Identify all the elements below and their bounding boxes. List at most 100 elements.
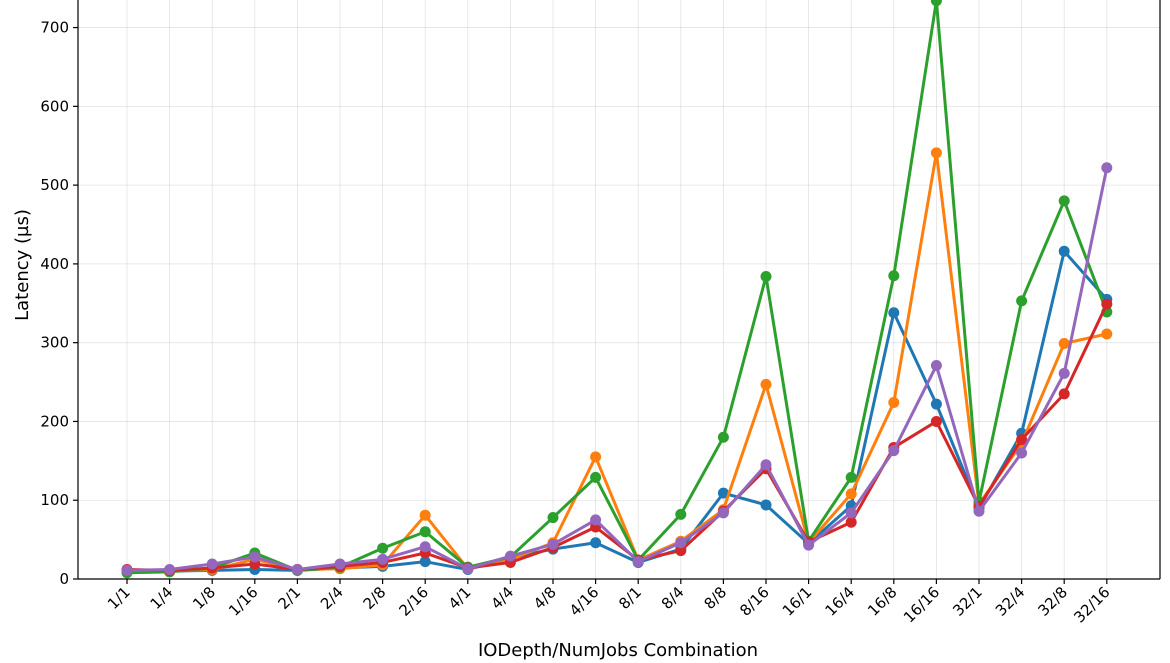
- y-tick-label: 600: [40, 97, 69, 115]
- data-point: [760, 499, 772, 511]
- data-point: [675, 508, 687, 520]
- x-tick-label: 1/16: [225, 583, 262, 620]
- series-layer: [121, 0, 1113, 579]
- x-tick-label: 2/1: [274, 583, 304, 613]
- data-point: [888, 397, 900, 409]
- data-point: [803, 539, 815, 551]
- x-axis-label: IODepth/NumJobs Combination: [478, 640, 758, 661]
- data-point: [1016, 295, 1028, 307]
- data-point: [845, 488, 857, 500]
- x-tick-label: 8/16: [736, 583, 773, 620]
- series-2: [121, 147, 1113, 578]
- x-tick-label: 16/8: [864, 583, 901, 620]
- data-point: [760, 378, 772, 390]
- x-tick-label: 8/1: [615, 583, 645, 613]
- data-point: [1058, 388, 1070, 400]
- x-tick-label: 1/8: [189, 583, 219, 613]
- x-tick-label: 8/4: [658, 583, 688, 613]
- data-point: [1101, 298, 1113, 310]
- data-point: [675, 537, 687, 549]
- y-tick-label: 500: [40, 176, 69, 194]
- series-4: [121, 298, 1113, 576]
- x-tick-label: 8/8: [700, 583, 730, 613]
- data-point: [377, 553, 389, 565]
- data-point: [419, 509, 431, 521]
- data-point: [462, 563, 474, 575]
- data-point: [930, 415, 942, 427]
- data-point: [1058, 245, 1070, 257]
- data-point: [888, 445, 900, 457]
- data-point: [1016, 434, 1028, 446]
- y-tick-label: 300: [40, 334, 69, 352]
- y-tick-label: 400: [40, 255, 69, 273]
- data-point: [717, 487, 729, 499]
- x-tick-label: 16/1: [779, 583, 816, 620]
- data-point: [845, 516, 857, 528]
- series-5: [121, 162, 1113, 576]
- data-point: [291, 564, 303, 576]
- y-tick-label: 0: [59, 570, 69, 588]
- data-point: [717, 431, 729, 443]
- data-point: [206, 558, 218, 570]
- data-point: [888, 307, 900, 319]
- data-point: [547, 512, 559, 524]
- series-line: [125, 249, 1109, 573]
- x-tick-label: 2/8: [360, 583, 390, 613]
- data-point: [930, 398, 942, 410]
- data-point: [504, 550, 516, 562]
- series-line: [125, 0, 1109, 575]
- data-point: [590, 537, 602, 549]
- series-line: [125, 151, 1109, 574]
- x-tick-label: 16/16: [900, 583, 943, 626]
- data-point: [547, 538, 559, 550]
- data-point: [973, 505, 985, 517]
- data-point: [845, 471, 857, 483]
- data-point: [675, 545, 687, 557]
- data-point: [121, 564, 133, 576]
- series-3: [121, 0, 1113, 579]
- data-point: [930, 0, 942, 7]
- data-point: [590, 514, 602, 526]
- data-point: [760, 271, 772, 283]
- data-point: [1058, 337, 1070, 349]
- data-point: [419, 526, 431, 538]
- data-point: [1101, 328, 1113, 340]
- data-point: [888, 270, 900, 282]
- data-point: [1101, 162, 1113, 174]
- data-point: [249, 551, 261, 563]
- x-tick-label: 32/8: [1034, 583, 1071, 620]
- y-tick-label: 200: [40, 412, 69, 430]
- data-point: [590, 471, 602, 483]
- y-axis-label: Latency (µs): [12, 209, 33, 321]
- x-tick-label: 2/4: [317, 583, 347, 613]
- data-point: [1058, 367, 1070, 379]
- series-line: [125, 166, 1109, 572]
- data-point: [930, 147, 942, 159]
- y-tick-label: 100: [40, 491, 69, 509]
- data-point: [632, 556, 644, 568]
- data-point: [717, 507, 729, 519]
- x-tick-label: 2/16: [395, 583, 432, 620]
- data-point: [377, 542, 389, 554]
- x-tick-label: 4/8: [530, 583, 560, 613]
- x-tick-label: 32/1: [949, 583, 986, 620]
- data-point: [1016, 447, 1028, 459]
- data-point: [845, 507, 857, 519]
- data-point: [419, 556, 431, 568]
- grid-lines: [78, 0, 1160, 580]
- data-point: [590, 451, 602, 463]
- data-point: [930, 360, 942, 372]
- y-tick-label: 700: [40, 19, 69, 37]
- series-1: [121, 245, 1113, 577]
- x-tick-label: 4/16: [566, 583, 603, 620]
- x-tick-label: 4/1: [445, 583, 475, 613]
- data-point: [164, 564, 176, 576]
- x-tick-label: 32/16: [1070, 583, 1113, 626]
- x-tick-label: 16/4: [821, 583, 858, 620]
- data-point: [760, 459, 772, 471]
- data-point: [334, 558, 346, 570]
- x-tick-label: 32/4: [992, 583, 1029, 620]
- x-tick-label: 4/4: [487, 583, 517, 613]
- x-tick-label: 1/1: [104, 583, 134, 613]
